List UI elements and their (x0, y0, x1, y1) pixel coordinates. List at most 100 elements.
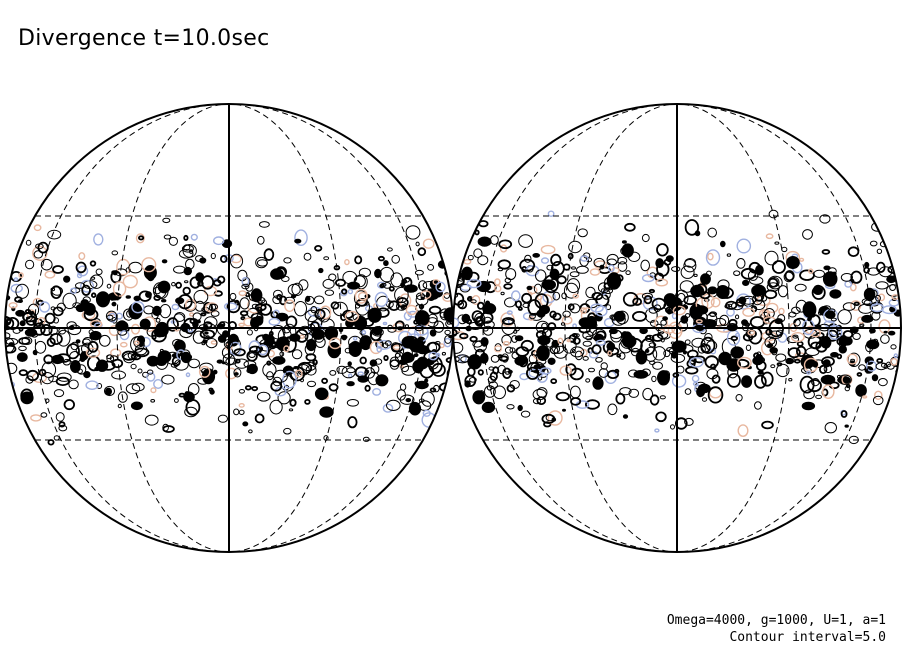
contour-blob (588, 367, 595, 373)
contour-blob (844, 280, 853, 288)
globe-outline (452, 103, 902, 553)
contour-blob (367, 307, 382, 323)
contour-blob (890, 357, 898, 366)
contour-blob (47, 229, 62, 240)
contour-blob (606, 342, 616, 351)
contour-blob (9, 243, 18, 251)
contour-blob (453, 258, 461, 269)
contour-blob (529, 312, 536, 320)
contour-blob (38, 301, 51, 313)
contour-blob (562, 408, 566, 412)
contour-blob (75, 339, 81, 344)
contour-blob (273, 289, 283, 299)
contour-blob (587, 312, 597, 324)
contour-blob (514, 356, 527, 366)
contour-blob (866, 339, 880, 350)
contour-blob (376, 345, 383, 353)
contour-blob (40, 412, 48, 418)
contour-blob (85, 380, 99, 391)
contour-blob (457, 299, 468, 310)
contour-blob (656, 243, 669, 257)
contour-blob (571, 349, 576, 354)
contour-blob (434, 341, 441, 345)
contour-blob (533, 283, 543, 294)
contour-blob (401, 336, 416, 349)
contour-blob (262, 362, 277, 378)
contour-blob (742, 279, 750, 286)
contour-blob (429, 329, 437, 337)
contour-blob (283, 345, 290, 353)
contour-blob (754, 356, 765, 364)
contour-blob (431, 362, 446, 377)
contour-blob (566, 339, 571, 343)
contour-blob (63, 399, 76, 411)
contour-blob (825, 310, 836, 320)
contour-blob (592, 376, 604, 390)
contour-blob (585, 378, 591, 383)
contour-blob (494, 278, 501, 286)
contour-blob (717, 279, 730, 291)
contour-blob (786, 256, 800, 269)
contour-blob (238, 402, 245, 408)
contour-blob (34, 340, 47, 354)
contour-blob (138, 290, 152, 302)
contour-blob (453, 341, 464, 354)
contour-blob (616, 353, 622, 358)
contour-blob (139, 318, 151, 330)
contour-blob (781, 246, 788, 253)
contour-blob (684, 417, 694, 426)
contour-blob (355, 298, 370, 316)
contour-blob (680, 265, 695, 279)
contour-blob (610, 315, 618, 321)
contour-blob (547, 410, 563, 426)
contour-blob (364, 369, 370, 374)
contour-blob (742, 307, 755, 317)
contour-blob (567, 303, 575, 311)
contour-blob (10, 283, 23, 294)
contour-blob (131, 301, 145, 314)
contour-blob (498, 239, 513, 250)
contour-blob (621, 331, 629, 338)
contour-blob (730, 335, 738, 341)
contour-blob (761, 420, 774, 430)
contour-blob (299, 334, 305, 339)
contour-blob (853, 301, 860, 306)
contour-blob (570, 397, 582, 406)
contour-blob (16, 352, 28, 363)
contour-blob (347, 361, 352, 367)
contour-blob (788, 378, 793, 382)
contour-blob (771, 260, 786, 274)
contour-blob (685, 366, 699, 375)
contour-blob (353, 275, 366, 288)
contour-blob (776, 362, 783, 367)
contour-blob (559, 365, 572, 376)
contour-blob (490, 354, 500, 363)
contour-blob (171, 303, 180, 311)
contour-blob (398, 359, 409, 366)
contour-blob (585, 257, 593, 263)
contour-blob (595, 305, 608, 317)
contour-blob (23, 312, 33, 322)
contour-blob (284, 299, 296, 313)
contour-blob (601, 289, 611, 300)
contour-blob (733, 270, 741, 277)
contour-blob (121, 350, 137, 361)
contour-blob (293, 366, 299, 370)
contour-blob (384, 340, 392, 346)
contour-blob (152, 305, 162, 317)
contour-blob (878, 378, 888, 387)
contour-blob (18, 369, 28, 377)
contour-blob (183, 234, 189, 241)
contour-blob (672, 372, 680, 378)
contour-blob (289, 398, 297, 407)
contour-blob (305, 338, 317, 352)
contour-blob (242, 421, 249, 427)
contour-blob (183, 266, 193, 276)
contour-blob (655, 411, 667, 423)
contour-blob (661, 370, 671, 380)
contour-blob (649, 394, 660, 406)
contour-blob (364, 384, 371, 392)
contour-blob (648, 288, 656, 294)
contour-blob (749, 316, 766, 329)
contour-blob (493, 385, 506, 400)
